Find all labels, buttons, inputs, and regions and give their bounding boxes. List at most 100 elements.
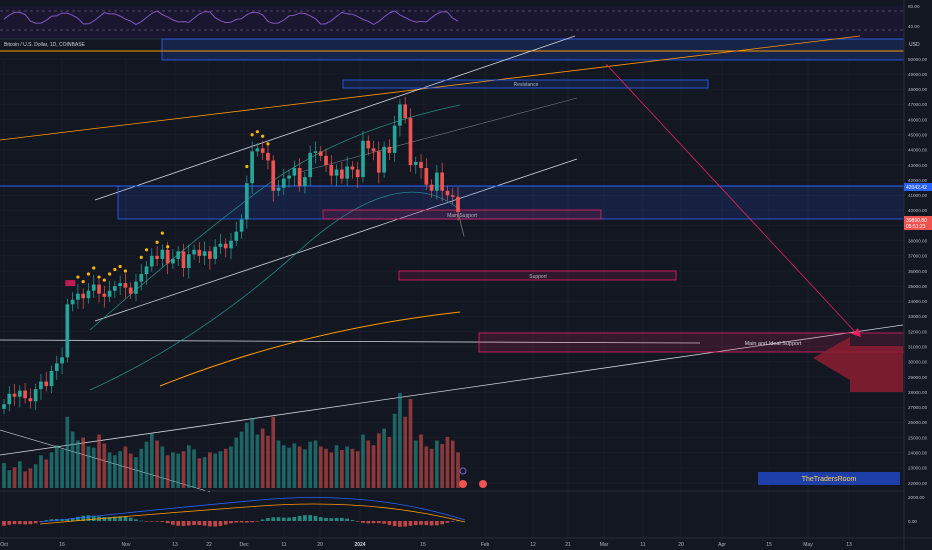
time-tick-label: Dec: [240, 542, 249, 548]
candle-body: [134, 281, 138, 294]
macd-bar: [250, 521, 254, 523]
macd-bar: [429, 521, 434, 526]
volume-bar: [308, 441, 313, 488]
big-red-arrow: [813, 337, 903, 392]
macd-bar: [308, 515, 313, 521]
volume-bar: [340, 450, 344, 488]
candle-body: [44, 381, 49, 387]
volume-bar: [76, 440, 80, 488]
macd-bar: [49, 519, 54, 521]
macd-tick-label: 0.00: [908, 519, 917, 524]
news-flag-icon[interactable]: [459, 480, 467, 488]
volume-bar: [281, 445, 286, 488]
macd-bar: [450, 521, 455, 522]
signal-marker: [65, 280, 76, 287]
price-tick-label: 40000.00: [908, 208, 928, 213]
macd-bar: [229, 521, 233, 524]
event-marker[interactable]: [459, 467, 467, 475]
time-tick-labels[interactable]: Oct 16 Nov 13 22 Dec 11 20 2024 15 Feb 12 21 Mar 11 20 A…: [0, 542, 852, 548]
volume-bar: [60, 449, 64, 488]
candle-body: [366, 140, 371, 149]
macd-bar: [445, 521, 450, 523]
volume-bar: [297, 446, 302, 488]
macd-bar: [60, 519, 64, 521]
price-tick-label: 25000.00: [908, 435, 928, 440]
macd-bar: [149, 521, 154, 522]
volume-bar: [355, 451, 360, 488]
volume-bar: [334, 445, 339, 488]
volume-bar: [398, 393, 402, 488]
volume-bar: [144, 441, 149, 488]
macd-bar: [355, 521, 360, 522]
macd-bar: [39, 521, 43, 522]
signal-dot: [245, 164, 249, 169]
candles: [2, 96, 465, 415]
price-scale[interactable]: [904, 0, 932, 550]
volume-bar: [107, 452, 112, 488]
candle-body: [181, 251, 186, 268]
volume-bar: [128, 453, 133, 488]
macd-bar: [123, 516, 128, 521]
signal-dot: [255, 130, 259, 134]
volume-bar: [102, 443, 107, 488]
candle-body: [281, 178, 286, 188]
volume-bar: [113, 455, 117, 488]
price-tick-label: 44000.00: [908, 148, 928, 153]
volume-bar: [456, 452, 460, 488]
macd-bar: [202, 521, 207, 526]
volume-bar: [329, 452, 334, 488]
volume-bar: [440, 444, 445, 488]
time-tick-label: May: [803, 542, 813, 548]
macd-bar: [403, 521, 408, 527]
ideal-support-label: Main and Ideal Support: [745, 341, 802, 347]
macd-bar: [371, 521, 376, 524]
candle-body: [276, 187, 281, 191]
volume-bar: [81, 437, 86, 488]
time-tick-label: 16: [59, 542, 65, 548]
macd-bar: [361, 521, 365, 523]
macd-bar: [334, 517, 339, 521]
volume-bar: [160, 446, 165, 488]
candle-body: [413, 161, 418, 165]
time-tick-label: 2024: [354, 542, 365, 548]
volume-bar: [382, 428, 386, 488]
macd-bar: [192, 521, 196, 526]
candle-body: [76, 293, 80, 300]
brand-label: TheTradersRoom: [802, 476, 857, 483]
price-tick-label: 46000.00: [908, 117, 928, 122]
volume-bar: [419, 434, 423, 488]
volume-bar: [435, 440, 439, 488]
price-tick-label: 35000.00: [908, 284, 928, 289]
candle-body: [297, 168, 302, 187]
news-flag-icon[interactable]: [479, 480, 487, 488]
volume-bar: [65, 416, 70, 488]
candle-body: [266, 152, 270, 161]
time-tick-label: 20: [678, 542, 684, 548]
macd-bar: [440, 521, 445, 525]
volume-bar: [176, 453, 181, 488]
time-tick-label: 22: [206, 542, 212, 548]
candle-body: [81, 293, 86, 299]
price-tick-label: 29000.00: [908, 375, 928, 380]
macd-bar: [287, 517, 291, 521]
macd-bar: [107, 517, 112, 521]
candle-body: [324, 155, 328, 165]
volume-bar: [424, 446, 429, 488]
candle-body: [7, 393, 12, 405]
level-badge: [904, 183, 932, 191]
macd-bar: [102, 517, 107, 521]
volume-bar: [276, 440, 281, 488]
volume-bar: [366, 440, 371, 488]
signal-dot: [261, 134, 265, 138]
time-tick-label: Apr: [718, 542, 726, 548]
candle-body: [33, 389, 38, 402]
volume-bar: [70, 431, 75, 488]
volume-bar: [387, 436, 392, 488]
volume-bar: [324, 448, 328, 488]
signal-dot: [250, 133, 254, 137]
volume-bar: [350, 448, 355, 488]
signal-dot: [86, 272, 91, 276]
price-tick-label: 47000.00: [908, 102, 928, 107]
candle-body: [429, 184, 434, 191]
